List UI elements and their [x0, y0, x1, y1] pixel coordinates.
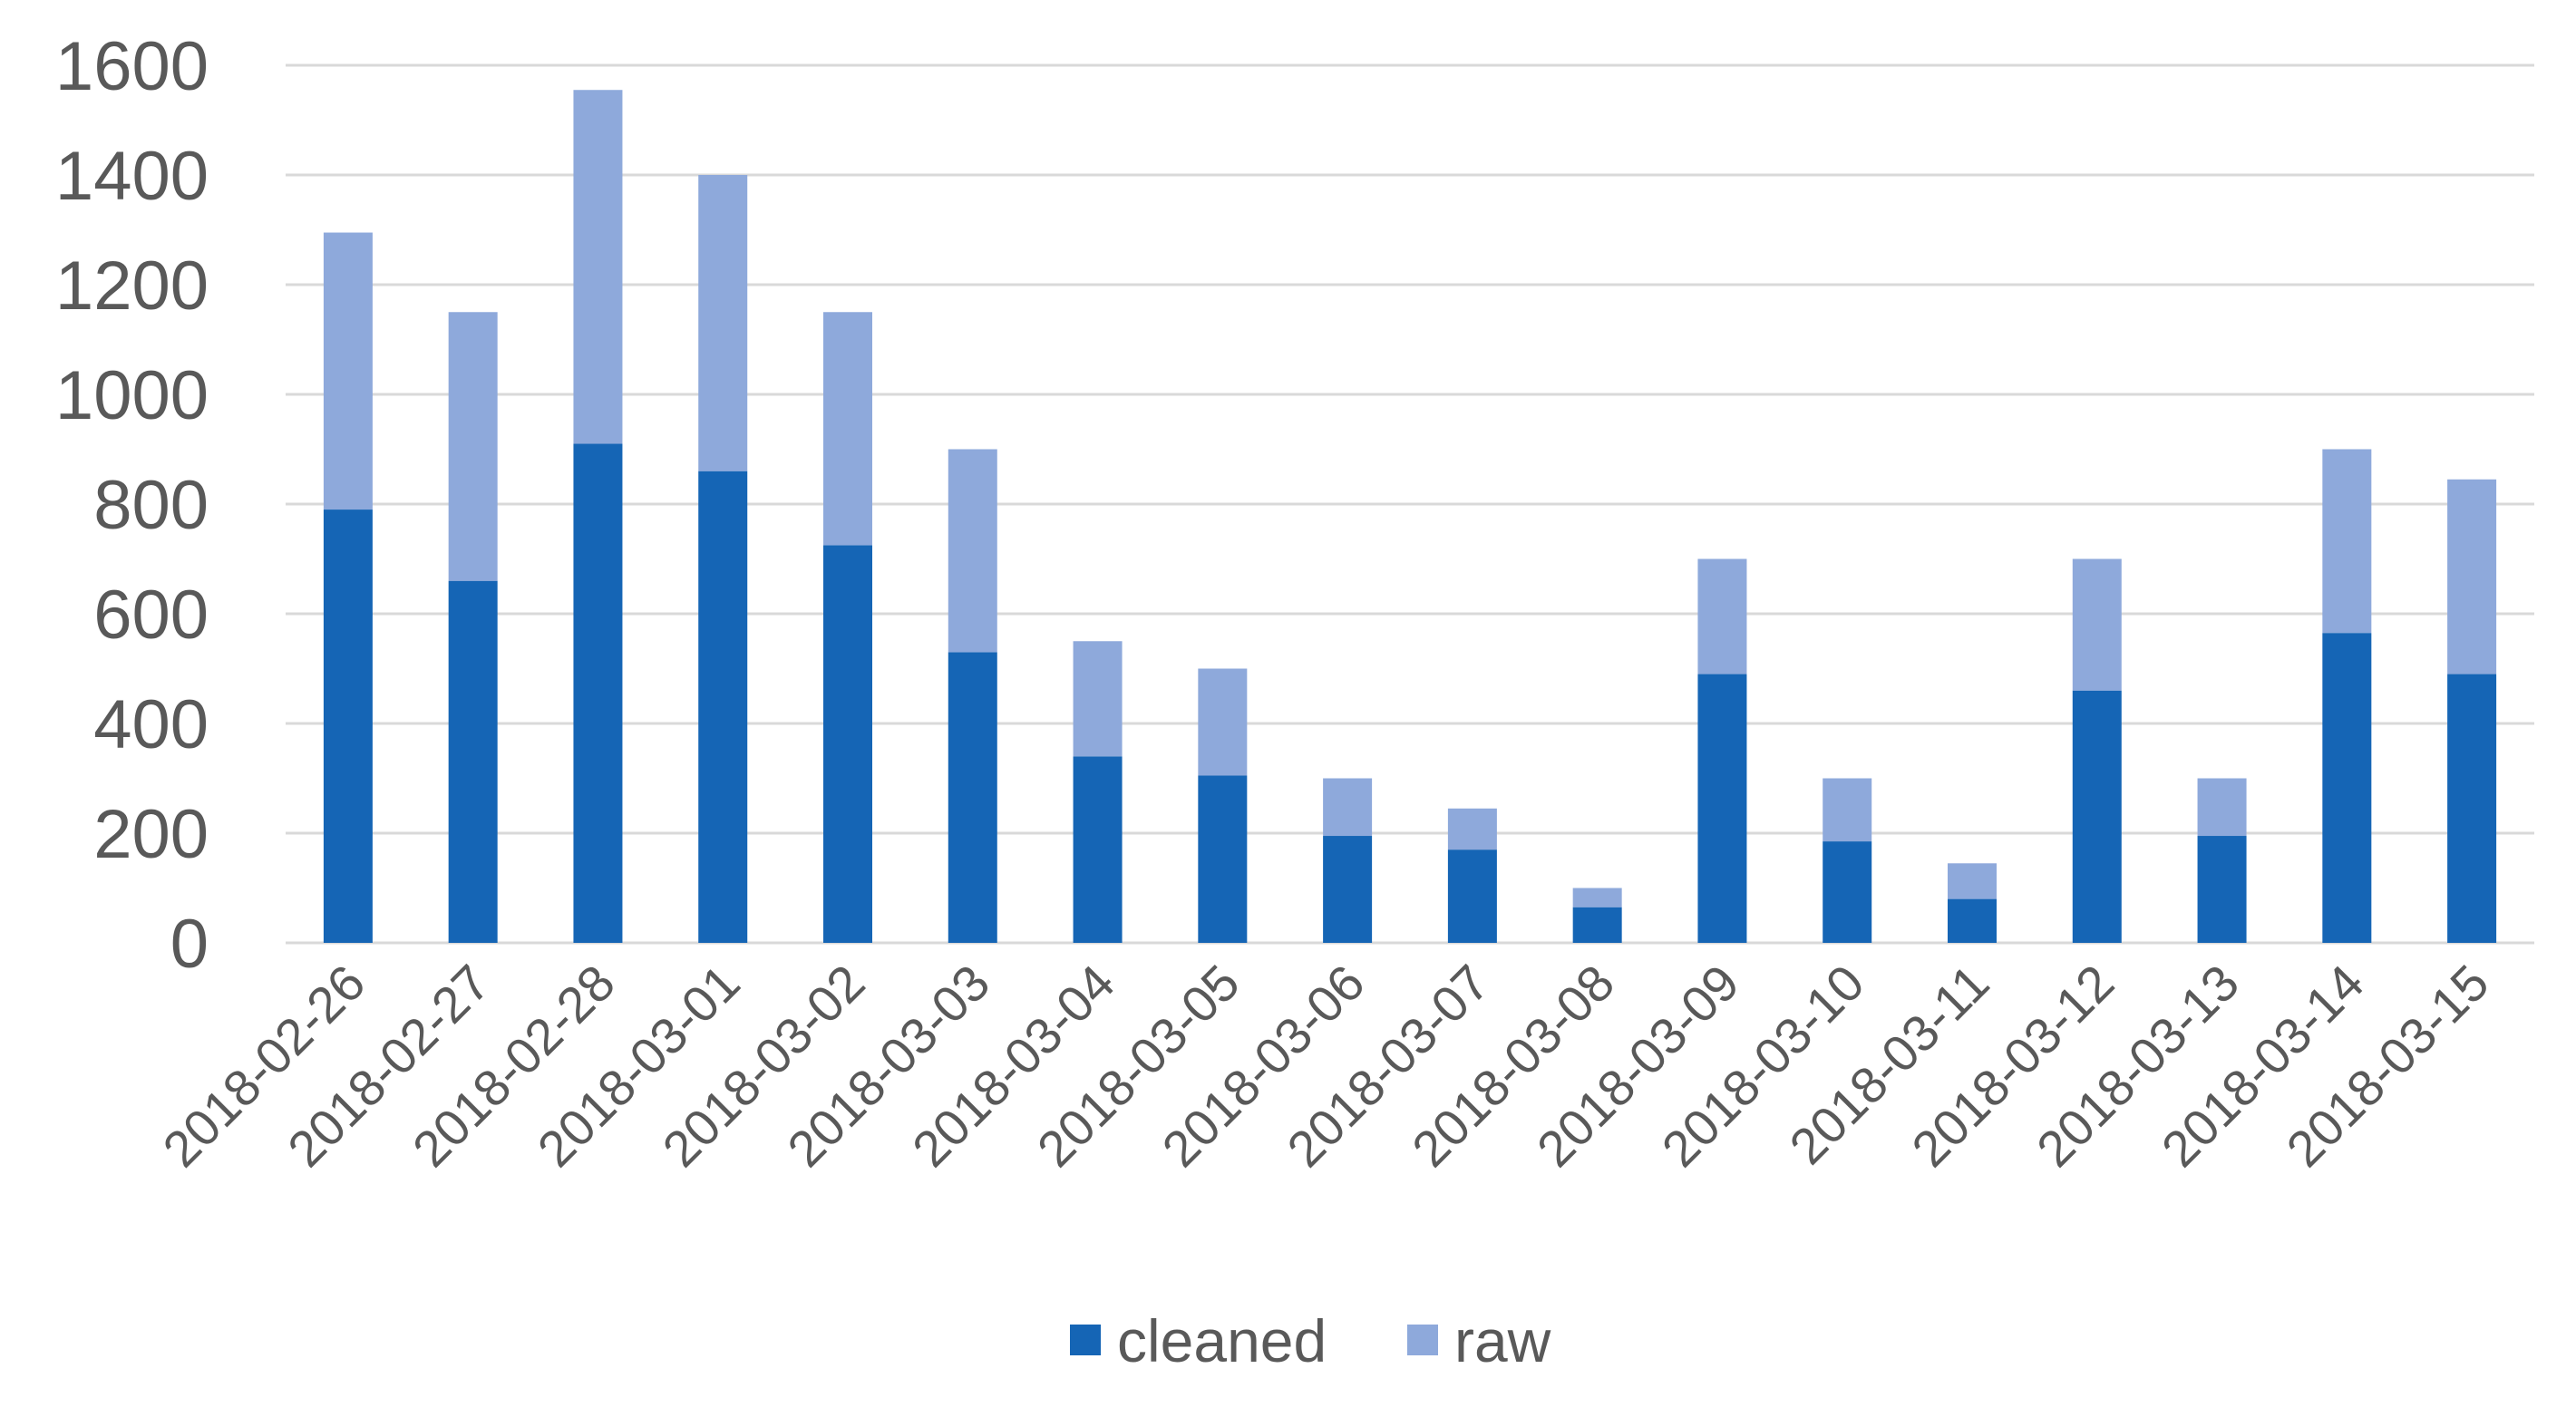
y-tick-label: 1200	[55, 247, 209, 325]
bar-raw-2018-03-14	[2322, 449, 2372, 634]
y-tick-label: 1400	[55, 138, 209, 215]
y-tick-label: 0	[170, 906, 209, 983]
bar-cleaned-2018-03-13	[2197, 836, 2247, 943]
bar-raw-2018-03-12	[2072, 558, 2122, 691]
bar-cleaned-2018-03-15	[2447, 674, 2497, 943]
y-tick-label: 200	[93, 796, 209, 873]
bar-raw-2018-03-11	[1948, 863, 1997, 899]
bar-cleaned-2018-03-02	[823, 545, 872, 943]
bar-raw-2018-03-07	[1447, 808, 1497, 850]
bar-cleaned-2018-03-08	[1572, 907, 1622, 943]
bar-cleaned-2018-02-28	[573, 443, 623, 943]
bar-raw-2018-03-13	[2197, 778, 2247, 837]
legend: cleaned raw	[1070, 1307, 1551, 1374]
bar-cleaned-2018-03-12	[2072, 690, 2122, 943]
y-tick-label: 1000	[55, 357, 209, 434]
y-tick-label: 400	[93, 686, 209, 763]
bar-cleaned-2018-02-27	[448, 580, 498, 943]
bar-raw-2018-02-28	[573, 90, 623, 444]
bar-raw-2018-03-10	[1823, 778, 1872, 842]
x-axis-ticks: 2018-02-262018-02-272018-02-282018-03-01…	[151, 954, 2499, 1178]
legend-label-raw: raw	[1454, 1307, 1551, 1374]
bar-raw-2018-03-06	[1323, 778, 1373, 837]
bar-raw-2018-02-26	[323, 232, 373, 510]
legend-label-cleaned: cleaned	[1117, 1307, 1327, 1374]
bar-raw-2018-03-08	[1572, 888, 1622, 907]
bar-raw-2018-02-27	[448, 312, 498, 581]
bar-cleaned-2018-03-09	[1697, 674, 1747, 943]
bar-cleaned-2018-03-07	[1447, 849, 1497, 943]
y-tick-label: 600	[93, 577, 209, 654]
bars	[323, 90, 2497, 943]
bar-cleaned-2018-03-03	[948, 652, 997, 943]
bar-cleaned-2018-03-05	[1198, 775, 1248, 943]
legend-swatch-cleaned	[1070, 1325, 1101, 1355]
bar-raw-2018-03-03	[948, 449, 997, 653]
legend-swatch-raw	[1407, 1325, 1438, 1355]
y-tick-label: 800	[93, 467, 209, 544]
bar-cleaned-2018-02-26	[323, 510, 373, 943]
bar-cleaned-2018-03-06	[1323, 836, 1373, 943]
bar-cleaned-2018-03-01	[698, 471, 748, 943]
bar-raw-2018-03-02	[823, 312, 872, 546]
y-tick-label: 1600	[55, 28, 209, 105]
bar-cleaned-2018-03-11	[1948, 898, 1997, 943]
bar-raw-2018-03-01	[698, 175, 748, 471]
gridlines	[286, 63, 2534, 945]
y-axis-ticks: 0 200 400 600 800 1000 1200 1400 1600	[55, 28, 209, 983]
bar-raw-2018-03-09	[1697, 558, 1747, 675]
bar-cleaned-2018-03-10	[1823, 841, 1872, 943]
bar-cleaned-2018-03-04	[1073, 756, 1123, 943]
bar-raw-2018-03-05	[1198, 668, 1248, 776]
bar-raw-2018-03-04	[1073, 641, 1123, 757]
bar-cleaned-2018-03-14	[2322, 633, 2372, 943]
bar-raw-2018-03-15	[2447, 479, 2497, 675]
